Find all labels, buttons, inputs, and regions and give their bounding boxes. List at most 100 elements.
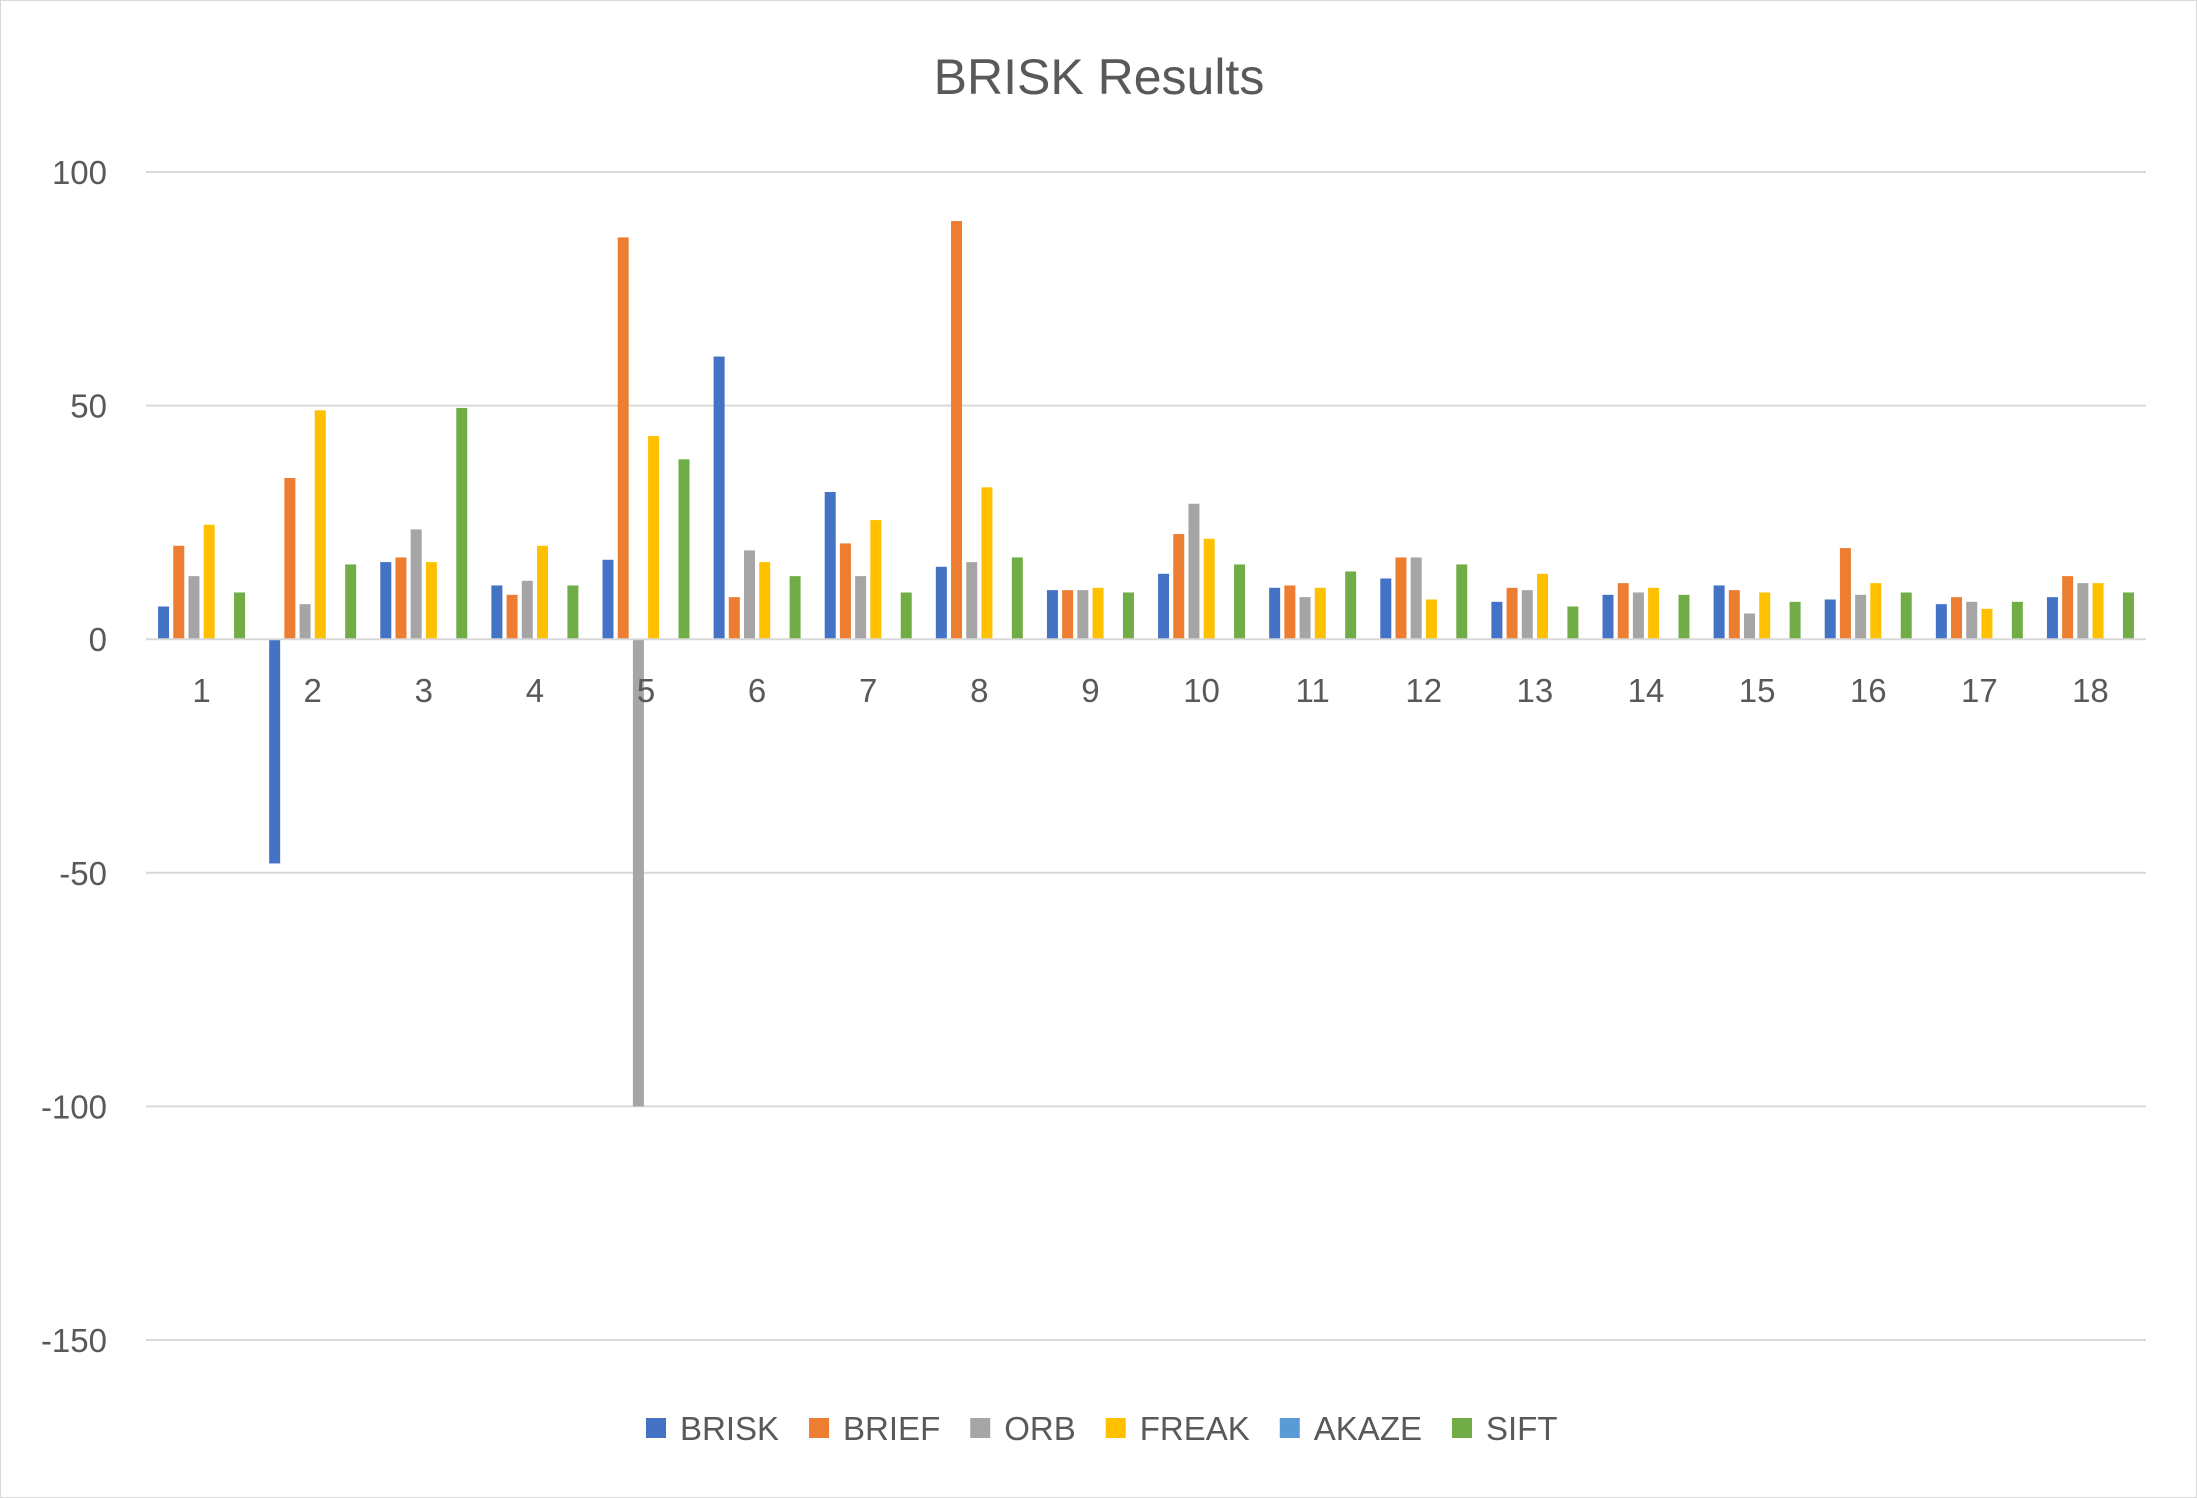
x-tick-label: 7: [859, 672, 877, 709]
bar-orb-16: [1855, 594, 1867, 640]
bar-freak-13: [1536, 573, 1548, 640]
bar-brief-12: [1395, 557, 1407, 640]
bar-brief-10: [1173, 534, 1185, 640]
bar-orb-6: [744, 550, 756, 640]
bar-brisk-7: [824, 492, 836, 640]
bar-sift-9: [1122, 592, 1134, 640]
bar-freak-8: [981, 487, 993, 640]
bar-freak-17: [1981, 608, 1993, 640]
bar-orb-15: [1744, 613, 1756, 640]
bar-freak-9: [1092, 587, 1104, 640]
legend: BRISK BRIEF ORB FREAK AKAZE SIFT: [646, 1410, 1557, 1447]
x-tick-label: 18: [2072, 672, 2109, 709]
bar-brisk-16: [1824, 599, 1836, 640]
bar-freak-15: [1759, 592, 1771, 640]
x-tick-label: 16: [1850, 672, 1887, 709]
x-tick-label: 15: [1739, 672, 1776, 709]
legend-swatch-brief: [809, 1418, 830, 1438]
bar-brief-5: [617, 237, 629, 640]
bar-orb-2: [299, 604, 311, 640]
bar-brief-11: [1284, 585, 1296, 640]
bar-orb-14: [1632, 592, 1644, 640]
x-tick-label: 4: [526, 672, 544, 709]
bar-sift-10: [1234, 564, 1246, 640]
x-tick-label: 13: [1517, 672, 1554, 709]
bar-brief-17: [1951, 597, 1963, 640]
bar-brief-18: [2062, 576, 2074, 640]
legend-label-sift: SIFT: [1486, 1410, 1558, 1447]
bar-brief-3: [395, 557, 407, 640]
legend-label-orb: ORB: [1004, 1410, 1076, 1447]
bar-freak-14: [1648, 587, 1660, 640]
bar-orb-18: [2077, 583, 2089, 640]
bar-orb-10: [1188, 503, 1200, 640]
chart-title: BRISK Results: [934, 49, 1265, 105]
bar-orb-5: [632, 639, 644, 1107]
bar-brief-4: [506, 594, 518, 640]
bar-brisk-15: [1713, 585, 1725, 640]
bar-brisk-10: [1158, 573, 1170, 640]
bar-orb-7: [855, 576, 867, 640]
x-tick-label: 2: [303, 672, 321, 709]
bar-brief-6: [728, 597, 740, 640]
bar-brisk-1: [158, 606, 170, 640]
bar-orb-3: [410, 529, 422, 640]
legend-swatch-freak: [1105, 1418, 1126, 1438]
legend-label-brisk: BRISK: [680, 1410, 779, 1447]
x-tick-label: 5: [637, 672, 655, 709]
bar-sift-11: [1345, 571, 1357, 640]
x-tick-label: 17: [1961, 672, 1998, 709]
bar-orb-1: [188, 576, 200, 640]
bar-sift-18: [2122, 592, 2134, 640]
bar-orb-12: [1410, 557, 1422, 640]
bar-orb-13: [1521, 590, 1533, 640]
bar-brisk-14: [1602, 594, 1614, 640]
bar-freak-3: [425, 562, 437, 640]
bar-freak-2: [314, 410, 326, 640]
bar-sift-3: [456, 407, 468, 640]
bar-brief-13: [1506, 587, 1518, 640]
bar-brisk-6: [713, 356, 725, 640]
bar-brisk-13: [1491, 601, 1503, 640]
legend-swatch-orb: [970, 1418, 991, 1438]
bar-brisk-18: [2046, 597, 2058, 640]
legend-label-akaze: AKAZE: [1314, 1410, 1422, 1447]
bar-brisk-5: [602, 559, 614, 640]
bar-sift-12: [1456, 564, 1468, 640]
bar-sift-15: [1789, 601, 1801, 640]
y-tick-label: -100: [41, 1088, 107, 1125]
bar-sift-7: [900, 592, 912, 640]
bar-sift-8: [1011, 557, 1023, 640]
bar-sift-16: [1900, 592, 1912, 640]
bar-sift-1: [234, 592, 246, 640]
bar-orb-9: [1077, 590, 1089, 640]
bar-freak-5: [648, 435, 660, 640]
bar-orb-8: [966, 562, 978, 640]
bar-orb-17: [1966, 601, 1978, 640]
gridlines: [146, 171, 2146, 1341]
bar-sift-13: [1567, 606, 1579, 640]
y-tick-label: 0: [89, 621, 107, 658]
bars: [158, 221, 2134, 1107]
bar-sift-5: [678, 459, 690, 640]
x-tick-label: 11: [1296, 672, 1330, 709]
bar-orb-4: [521, 580, 533, 640]
bar-brief-16: [1839, 548, 1851, 640]
bar-brief-15: [1728, 590, 1740, 640]
y-tick-label: -50: [59, 855, 107, 892]
y-axis-ticks: 100 50 0 -50 -100 -150: [41, 154, 107, 1359]
bar-brief-7: [839, 543, 851, 640]
y-tick-label: 50: [70, 388, 107, 425]
bar-brisk-11: [1269, 587, 1281, 640]
bar-brief-9: [1062, 590, 1074, 640]
bar-sift-2: [345, 564, 357, 640]
bar-freak-10: [1203, 538, 1215, 640]
bar-freak-16: [1870, 583, 1882, 640]
bar-freak-18: [2092, 583, 2104, 640]
legend-label-brief: BRIEF: [843, 1410, 940, 1447]
bar-freak-4: [536, 545, 548, 640]
bar-freak-1: [203, 524, 215, 640]
x-tick-label: 8: [970, 672, 988, 709]
